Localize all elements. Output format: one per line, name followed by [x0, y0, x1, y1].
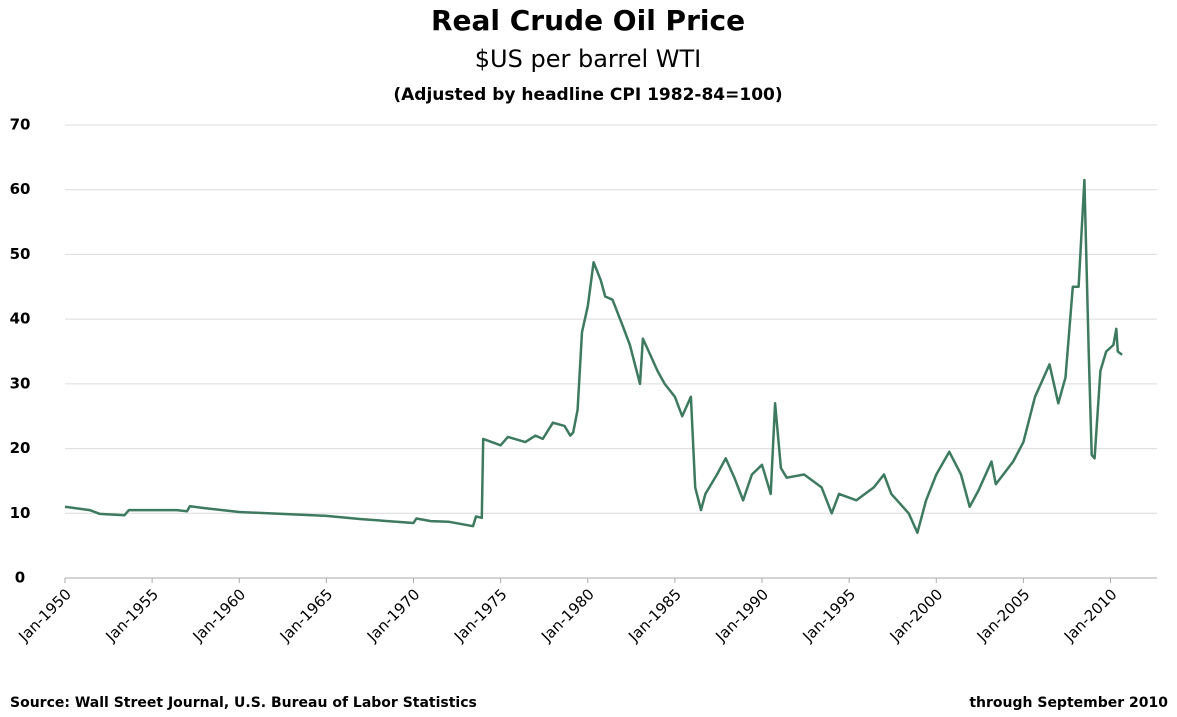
x-tick-label: Jan-1960: [189, 585, 250, 646]
x-tick-label: Jan-2010: [1060, 585, 1121, 646]
chart-subtitle: $US per barrel WTI: [475, 45, 701, 73]
y-tick-label: 70: [10, 116, 31, 134]
x-tick-label: Jan-2000: [886, 585, 947, 646]
x-tick-label: Jan-1995: [799, 585, 860, 646]
data-line: [64, 178, 1123, 534]
x-tick-label: Jan-1975: [450, 585, 511, 646]
y-tick-label: 50: [10, 245, 31, 263]
x-tick-label: Jan-1980: [537, 585, 598, 646]
y-tick-label: 60: [10, 180, 31, 198]
y-tick-label: 20: [10, 439, 31, 457]
x-tick-label: Jan-1965: [276, 585, 337, 646]
x-tick-label: Jan-1990: [711, 585, 772, 646]
y-tick-label: 10: [10, 504, 31, 522]
x-tick-label: Jan-2005: [973, 585, 1034, 646]
x-tick-label: Jan-1955: [102, 585, 163, 646]
y-tick-label: 40: [10, 310, 31, 328]
source: Source: Wall Street Journal, U.S. Bureau…: [10, 695, 477, 711]
x-tick-label: Jan-1970: [363, 585, 424, 646]
x-tick-label: Jan-1985: [624, 585, 685, 646]
chart-title: Real Crude Oil Price: [431, 4, 745, 37]
x-tick-label: Jan-1950: [14, 585, 75, 646]
chart-subtitle: (Adjusted by headline CPI 1982-84=100): [393, 85, 782, 105]
y-tick-label: 30: [10, 374, 31, 392]
y-tick-label: 0: [15, 569, 25, 587]
note: through September 2010: [969, 695, 1168, 711]
